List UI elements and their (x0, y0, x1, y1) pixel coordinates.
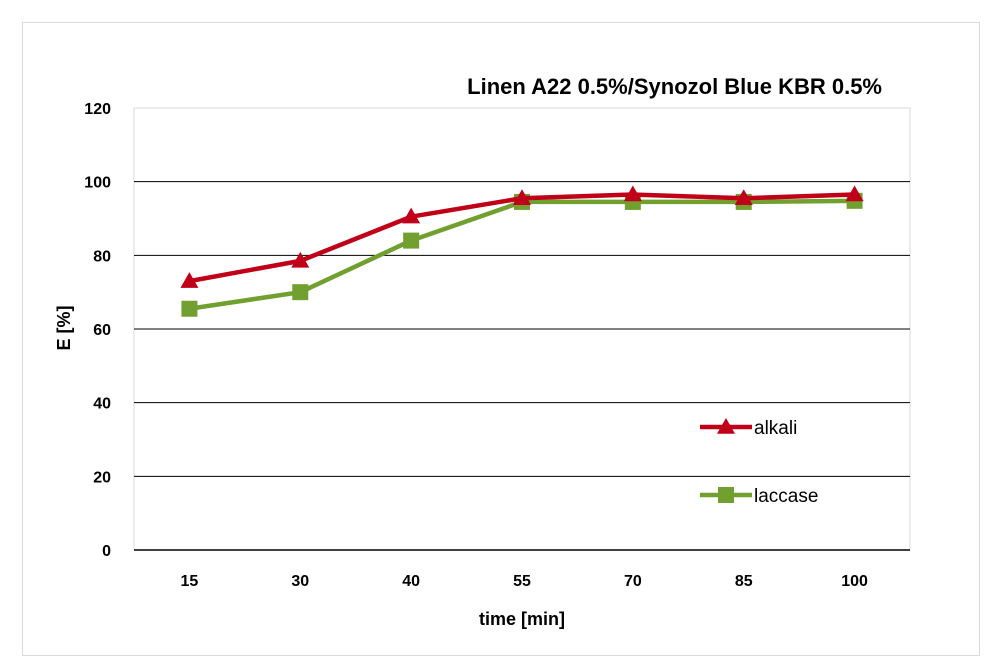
legend-label: laccase (754, 486, 818, 507)
alkali-point (513, 189, 531, 205)
legend: alkali laccase (700, 418, 818, 507)
y-tick-label: 20 (93, 469, 111, 486)
legend-label: alkali (754, 418, 797, 439)
y-tick-label: 40 (93, 396, 111, 413)
legend-item-laccase: laccase (700, 486, 818, 507)
x-axis-ticks: 15 30 40 55 70 85 100 (181, 573, 868, 590)
y-tick-label: 60 (93, 322, 111, 339)
x-tick-label: 100 (841, 573, 868, 590)
alkali-point (291, 251, 310, 268)
alkali-point (845, 185, 864, 202)
grid-lines (134, 181, 910, 551)
laccase-point (403, 232, 420, 249)
y-tick-label: 0 (102, 543, 111, 560)
y-axis-title: E [%] (54, 306, 74, 351)
alkali-point (180, 272, 199, 288)
x-tick-label: 40 (402, 573, 420, 590)
chart-title: Linen A22 0.5%/Synozol Blue KBR 0.5% (467, 74, 882, 99)
x-tick-label: 70 (624, 573, 642, 590)
y-tick-label: 120 (84, 101, 111, 118)
x-tick-label: 55 (513, 573, 531, 590)
x-tick-label: 30 (291, 573, 309, 590)
laccase-point (181, 300, 198, 317)
x-tick-label: 15 (181, 573, 199, 590)
y-tick-label: 80 (93, 248, 111, 265)
alkali-point (402, 207, 421, 224)
series-alkali (180, 185, 864, 288)
x-tick-label: 85 (735, 573, 753, 590)
legend-marker (718, 487, 734, 503)
y-tick-label: 100 (84, 175, 111, 192)
laccase-point (292, 284, 309, 301)
series-layer (180, 185, 864, 317)
alkali-point (734, 189, 753, 205)
y-axis-ticks: 0 20 40 60 80 100 120 (84, 101, 111, 560)
alkali-point (623, 185, 642, 202)
x-axis-title: time [min] (479, 609, 565, 629)
legend-marker (717, 418, 735, 434)
legend-item-alkali: alkali (700, 418, 797, 439)
